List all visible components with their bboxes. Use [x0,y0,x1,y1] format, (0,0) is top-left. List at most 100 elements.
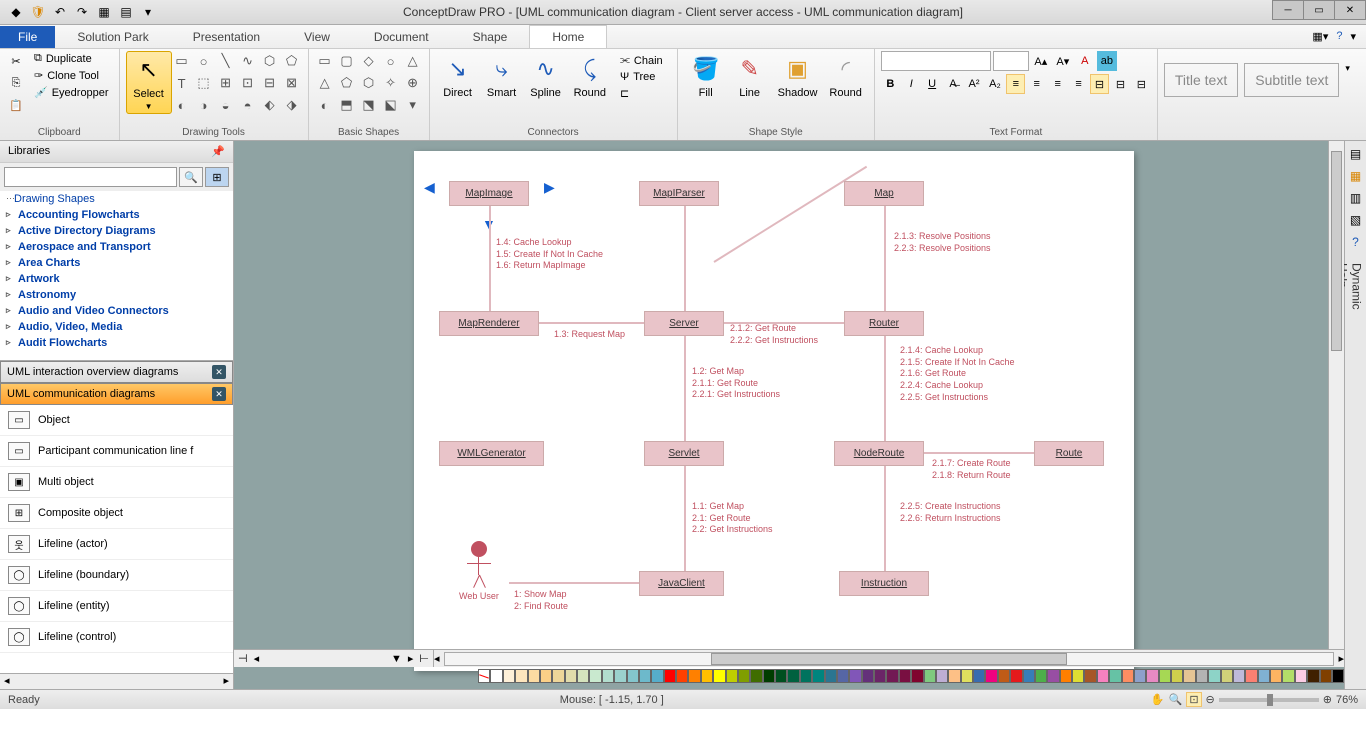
maximize-button[interactable]: ▭ [1303,0,1335,20]
color-swatch[interactable] [528,669,540,683]
grow-font-icon[interactable]: A▴ [1031,51,1051,71]
paste-icon[interactable]: 📋 [6,95,26,115]
dock-icon[interactable]: ▦ [1348,169,1364,185]
library-tab[interactable]: UML interaction overview diagrams✕ [0,361,233,383]
valign-icon[interactable]: ⊟ [1090,74,1109,94]
strike-icon[interactable]: A̶ [944,74,963,94]
file-menu[interactable]: File [0,26,55,48]
align-left-icon[interactable]: ≡ [1006,74,1025,94]
color-swatch[interactable] [1332,669,1344,683]
color-swatch[interactable] [1146,669,1158,683]
connector-option[interactable]: ⊏ [616,86,667,101]
color-swatch[interactable] [787,669,799,683]
color-swatch[interactable] [1134,669,1146,683]
highlight-icon[interactable]: ab [1097,51,1117,71]
no-fill-swatch[interactable] [478,669,490,683]
search-button[interactable]: 🔍 [179,167,203,187]
uml-object-map[interactable]: Map [844,181,924,206]
minimize-ribbon-icon[interactable]: ▾ [1350,30,1356,43]
uml-object-mapimage[interactable]: MapImage [449,181,529,206]
drawing-tool-grid[interactable]: ▭○╲∿⬡⬠ T⬚⊞⊡⊟⊠ ◐◑◒◓⬖⬗ [172,51,302,115]
library-category[interactable]: Astronomy [0,287,233,303]
message-label[interactable]: 1.2: Get Map2.1.1: Get Route2.2.1: Get I… [692,366,780,401]
uml-object-servlet[interactable]: Servlet [644,441,724,466]
color-swatch[interactable] [726,669,738,683]
library-category[interactable]: Audio, Video, Media [0,319,233,335]
color-swatch[interactable] [924,669,936,683]
page-tabs[interactable]: ⊣◂▼▸⊢ [234,650,434,667]
color-swatch[interactable] [800,669,812,683]
color-swatch[interactable] [1047,669,1059,683]
color-swatch[interactable] [763,669,775,683]
color-swatch[interactable] [961,669,973,683]
uml-object-javaclient[interactable]: JavaClient [639,571,724,596]
color-swatch[interactable] [1171,669,1183,683]
color-swatch[interactable] [985,669,997,683]
font-family-input[interactable] [881,51,991,71]
color-swatch[interactable] [1320,669,1332,683]
uml-object-router[interactable]: Router [844,311,924,336]
tree-connector[interactable]: ΨTree [616,70,667,84]
redo-icon[interactable]: ↷ [74,4,90,20]
stencil-list[interactable]: ▭Object▭Participant communication line f… [0,405,233,673]
direct-connector[interactable]: ↘Direct [436,51,480,101]
select-tool[interactable]: ↖ Select ▼ [126,51,172,114]
color-swatch[interactable] [911,669,923,683]
color-swatch[interactable] [886,669,898,683]
color-swatch[interactable] [589,669,601,683]
copy-icon[interactable]: ⎘ [6,73,26,93]
color-swatch[interactable] [775,669,787,683]
color-swatch[interactable] [849,669,861,683]
message-label[interactable]: 2.1.4: Cache Lookup2.1.5: Create If Not … [900,345,1015,403]
color-swatch[interactable] [1122,669,1134,683]
dock-icon[interactable]: ▧ [1348,213,1364,229]
stencil-item[interactable]: ⊞Composite object [0,498,233,529]
round-button[interactable]: ◜Round [823,51,867,101]
library-category[interactable]: Audio and Video Connectors [0,303,233,319]
fit-icon[interactable]: ⊡ [1186,692,1201,707]
library-tab[interactable]: UML communication diagrams✕ [0,383,233,405]
color-swatch[interactable] [1060,669,1072,683]
eyedropper-button[interactable]: 💉Eyedropper [30,85,113,100]
color-swatch[interactable] [837,669,849,683]
color-swatch[interactable] [602,669,614,683]
underline-icon[interactable]: U [923,74,942,94]
chain-connector[interactable]: ⫘Chain [616,53,667,68]
bold-icon[interactable]: B [881,74,900,94]
color-swatch[interactable] [1035,669,1047,683]
stencil-item[interactable]: ▭Participant communication line f [0,436,233,467]
ribbon-options-icon[interactable]: ▦▾ [1312,30,1328,43]
hand-tool-icon[interactable]: ✋ [1151,693,1165,706]
library-category[interactable]: Aerospace and Transport [0,239,233,255]
stencil-item[interactable]: ▣Multi object [0,467,233,498]
ribbon-tab-shape[interactable]: Shape [451,26,530,48]
basic-shapes-grid[interactable]: ▭▢◇○△ △⬠⬡✧⊕ ◐⬒⬔⬕▾ [315,51,423,115]
dock-icon[interactable]: ▥ [1348,191,1364,207]
color-swatch[interactable] [874,669,886,683]
color-swatch[interactable] [1010,669,1022,683]
uml-object-mapiparser[interactable]: MapIParser [639,181,719,206]
dynamic-help-label[interactable]: Dynamic Help [1348,263,1364,279]
connector-line[interactable] [924,452,1034,454]
library-category[interactable]: Accounting Flowcharts [0,207,233,223]
color-swatch[interactable] [738,669,750,683]
color-swatch[interactable] [1270,669,1282,683]
horizontal-scrollbar[interactable] [444,652,1335,666]
color-swatch[interactable] [1307,669,1319,683]
color-swatch[interactable] [490,669,502,683]
ribbon-tab-solution-park[interactable]: Solution Park [55,26,170,48]
close-icon[interactable]: ✕ [212,365,226,379]
stencil-item[interactable]: ◯Lifeline (boundary) [0,560,233,591]
color-palette[interactable] [234,667,1344,685]
color-swatch[interactable] [540,669,552,683]
color-swatch[interactable] [1109,669,1121,683]
connector-line[interactable] [539,322,644,324]
valign-icon[interactable]: ⊟ [1111,74,1130,94]
connector-line[interactable] [884,205,886,311]
italic-icon[interactable]: I [902,74,921,94]
color-swatch[interactable] [1097,669,1109,683]
uml-object-maprenderer[interactable]: MapRenderer [439,311,539,336]
stencil-item[interactable]: ▭Object [0,405,233,436]
library-search-input[interactable] [4,167,177,187]
uml-object-noderoute[interactable]: NodeRoute [834,441,924,466]
